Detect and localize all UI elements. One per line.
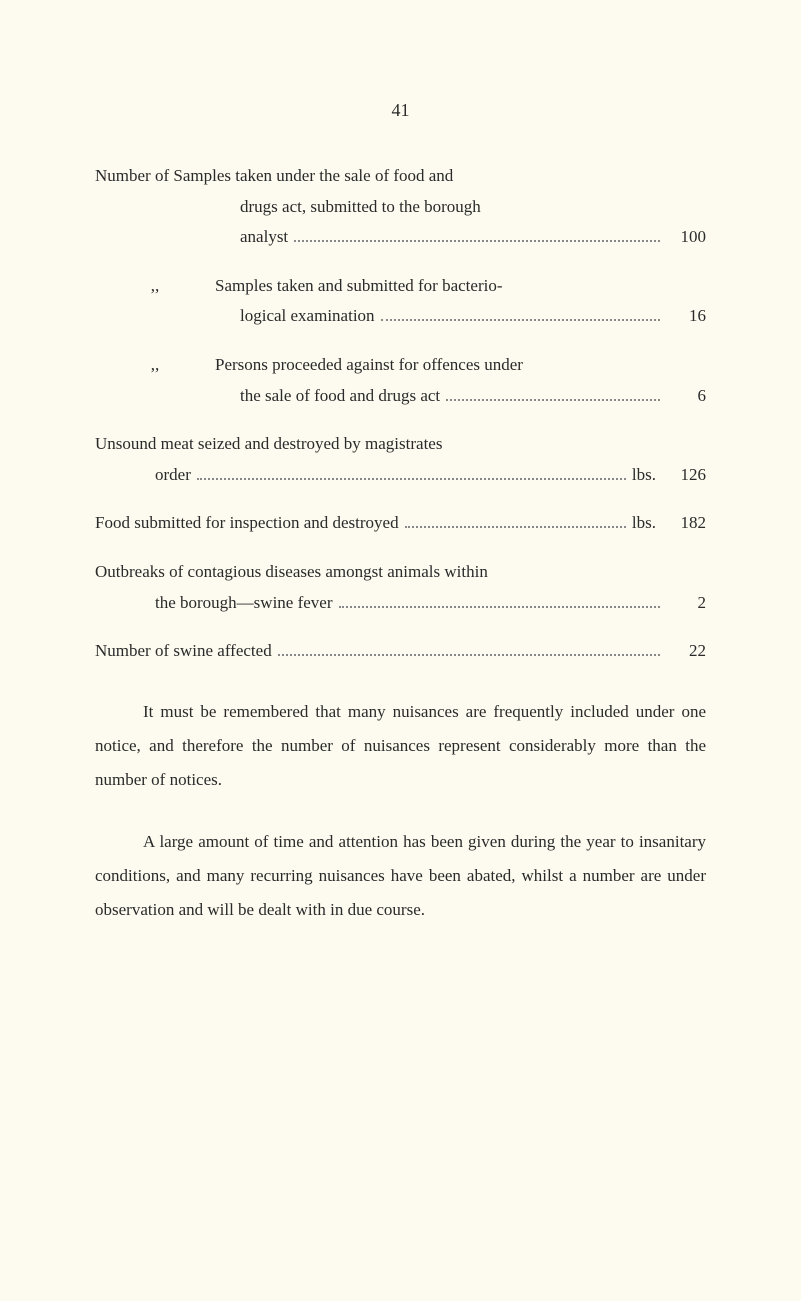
unit-suffix: lbs. [632, 460, 656, 491]
ditto-mark: ,, [95, 350, 215, 381]
entry-line: analyst 100 [95, 222, 706, 253]
entry-value: 6 [666, 381, 706, 412]
entry: Number of Samples taken under the sale o… [95, 161, 706, 253]
entry-text: order [155, 460, 191, 491]
entry-text: Samples taken and submitted for bacterio… [215, 271, 503, 302]
leader-dots [294, 240, 660, 242]
ditto-mark: ,, [95, 271, 215, 302]
body-paragraph: It must be remembered that many nuisance… [95, 695, 706, 797]
entry-text: Outbreaks of contagious diseases amongst… [95, 557, 488, 588]
entry: ,,Persons proceeded against for offences… [95, 350, 706, 411]
entry-text: Persons proceeded against for offences u… [215, 350, 523, 381]
entry: ,,Samples taken and submitted for bacter… [95, 271, 706, 332]
entry-value: 100 [666, 222, 706, 253]
entry-value: 126 [666, 460, 706, 491]
entry-text: the borough—swine fever [155, 588, 333, 619]
body-paragraph: A large amount of time and attention has… [95, 825, 706, 927]
entry-text: drugs act, submitted to the borough [240, 192, 481, 223]
page-number: 41 [95, 100, 706, 121]
entry-text: analyst [240, 222, 288, 253]
entry-line: ,,Persons proceeded against for offences… [95, 350, 706, 381]
entry-value: 2 [666, 588, 706, 619]
entry-line: Number of swine affected 22 [95, 636, 706, 667]
paragraphs: It must be remembered that many nuisance… [95, 695, 706, 927]
leader-dots [446, 399, 660, 401]
entry: Food submitted for inspection and destro… [95, 508, 706, 539]
entry-text: the sale of food and drugs act [240, 381, 440, 412]
leader-dots [278, 654, 660, 656]
entry-text: Food submitted for inspection and destro… [95, 508, 399, 539]
unit-suffix: lbs. [632, 508, 656, 539]
entry: Number of swine affected 22 [95, 636, 706, 667]
leader-dots [339, 606, 660, 608]
entry-value: 16 [666, 301, 706, 332]
entry-line: the sale of food and drugs act 6 [95, 381, 706, 412]
leader-dots [405, 526, 626, 528]
entry-line: Outbreaks of contagious diseases amongst… [95, 557, 706, 588]
leader-dots [197, 478, 626, 480]
entry-line: the borough—swine fever 2 [95, 588, 706, 619]
entry-value: 182 [666, 508, 706, 539]
entry-line: drugs act, submitted to the borough [95, 192, 706, 223]
entry-text: Number of Samples taken under the sale o… [95, 161, 453, 192]
entry: Outbreaks of contagious diseases amongst… [95, 557, 706, 618]
entry-line: Food submitted for inspection and destro… [95, 508, 706, 539]
entries-list: Number of Samples taken under the sale o… [95, 161, 706, 667]
entry-value: 22 [666, 636, 706, 667]
entry-line: Number of Samples taken under the sale o… [95, 161, 706, 192]
entry-line: order lbs. 126 [95, 460, 706, 491]
entry: Unsound meat seized and destroyed by mag… [95, 429, 706, 490]
entry-text: logical examination [240, 301, 375, 332]
entry-text: Unsound meat seized and destroyed by mag… [95, 429, 442, 460]
entry-text: Number of swine affected [95, 636, 272, 667]
entry-line: ,,Samples taken and submitted for bacter… [95, 271, 706, 302]
leader-dots [381, 319, 660, 321]
entry-line: logical examination 16 [95, 301, 706, 332]
entry-line: Unsound meat seized and destroyed by mag… [95, 429, 706, 460]
